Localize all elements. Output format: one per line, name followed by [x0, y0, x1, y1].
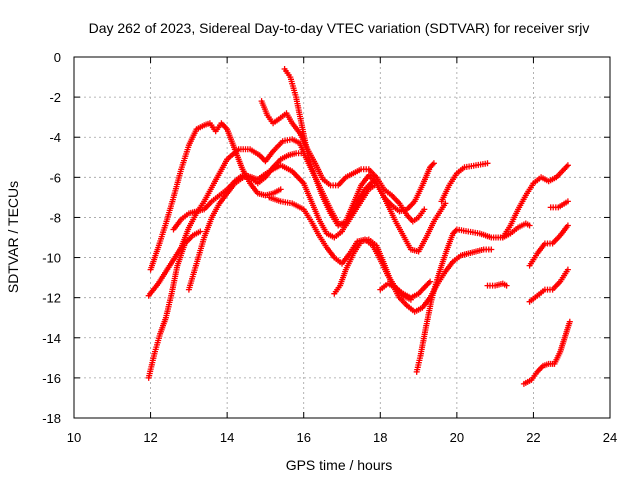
y-axis-label: SDTVAR / TECUs — [5, 181, 21, 293]
data-point — [488, 246, 495, 253]
x-axis-label: GPS time / hours — [286, 457, 393, 473]
x-tick-label: 12 — [143, 430, 157, 445]
y-tick-label: -10 — [42, 251, 61, 266]
x-tick-label: 14 — [220, 430, 234, 445]
y-tick-label: -8 — [49, 210, 61, 225]
series-P — [526, 222, 571, 269]
x-tick-label: 22 — [526, 430, 540, 445]
data-point — [277, 186, 284, 193]
series-L — [438, 160, 491, 205]
series-Q — [547, 198, 571, 211]
x-tick-label: 16 — [296, 430, 310, 445]
y-axis: 0 -2 -4 -6 -8 -10 -12 -14 -16 -18 — [42, 50, 610, 426]
y-tick-label: -18 — [42, 411, 61, 426]
y-tick-label: 0 — [54, 50, 61, 65]
data-point — [484, 160, 491, 167]
data-point — [564, 198, 571, 205]
y-tick-label: -2 — [49, 90, 61, 105]
data-point — [430, 160, 437, 167]
series-D — [170, 150, 307, 233]
data-point — [427, 278, 434, 285]
chart-title: Day 262 of 2023, Sidereal Day-to-day VTE… — [89, 20, 590, 36]
data-point — [429, 161, 436, 168]
plot-frame — [73, 56, 611, 419]
series-line — [523, 321, 571, 385]
series-C — [145, 228, 204, 381]
series-G — [281, 66, 378, 229]
series-E — [185, 162, 449, 293]
series-N — [499, 162, 571, 241]
data-point — [564, 222, 571, 229]
x-axis: 10 12 14 16 18 20 22 24 — [67, 57, 617, 445]
data-point — [371, 182, 378, 189]
grid — [74, 57, 610, 418]
data-point — [442, 200, 449, 207]
x-tick-label: 18 — [373, 430, 387, 445]
x-tick-label: 24 — [603, 430, 617, 445]
series-O — [526, 266, 571, 305]
series-F — [258, 98, 428, 225]
data-point — [197, 228, 204, 235]
data-point — [452, 227, 459, 234]
series-R — [520, 318, 573, 387]
x-tick-label: 10 — [67, 430, 81, 445]
data-point — [526, 222, 533, 229]
data-point — [564, 162, 571, 169]
y-tick-label: -12 — [42, 291, 61, 306]
series-A — [147, 120, 284, 273]
y-tick-label: -16 — [42, 371, 61, 386]
y-tick-label: -4 — [49, 130, 61, 145]
y-tick-label: -6 — [49, 170, 61, 185]
series-J — [377, 280, 414, 303]
series-I — [331, 236, 495, 315]
data-point — [503, 282, 510, 289]
data-point — [563, 163, 570, 170]
data-point — [564, 266, 571, 273]
x-tick-label: 20 — [450, 430, 464, 445]
data-point — [566, 318, 573, 325]
data-point — [421, 206, 428, 213]
y-tick-label: -14 — [42, 331, 61, 346]
series-M — [484, 280, 510, 289]
series-group — [145, 66, 573, 387]
data-point — [407, 296, 414, 303]
series-K — [413, 220, 533, 375]
